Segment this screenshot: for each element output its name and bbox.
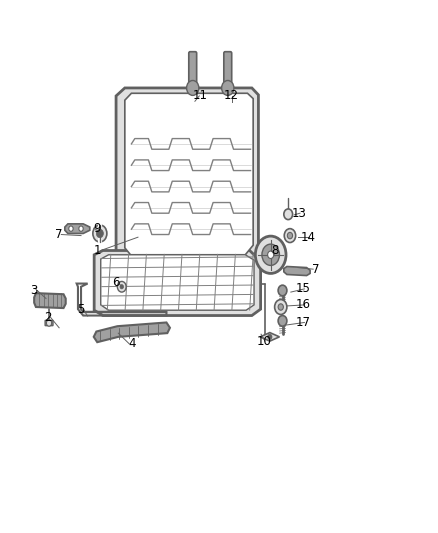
- Circle shape: [268, 334, 272, 340]
- Text: 8: 8: [271, 244, 278, 257]
- Text: 12: 12: [224, 90, 239, 102]
- Text: 11: 11: [193, 90, 208, 102]
- Circle shape: [278, 285, 287, 296]
- Circle shape: [262, 244, 279, 265]
- Circle shape: [255, 236, 286, 273]
- Text: 10: 10: [257, 335, 272, 348]
- Polygon shape: [65, 224, 90, 233]
- Circle shape: [96, 229, 103, 238]
- Text: 17: 17: [296, 316, 311, 329]
- Circle shape: [69, 226, 73, 231]
- Circle shape: [120, 285, 124, 289]
- Polygon shape: [125, 93, 253, 255]
- Text: 3: 3: [31, 284, 38, 297]
- Circle shape: [278, 304, 283, 310]
- Polygon shape: [116, 88, 258, 261]
- Text: 7: 7: [55, 228, 62, 241]
- Circle shape: [222, 80, 234, 95]
- Text: 9: 9: [93, 222, 101, 235]
- Circle shape: [278, 316, 287, 326]
- Text: 14: 14: [300, 231, 315, 244]
- Text: 7: 7: [312, 263, 320, 276]
- Text: 6: 6: [112, 276, 119, 289]
- Polygon shape: [101, 255, 254, 310]
- Text: 5: 5: [77, 303, 84, 316]
- Polygon shape: [260, 333, 279, 341]
- FancyBboxPatch shape: [45, 320, 53, 326]
- Circle shape: [275, 300, 287, 314]
- Circle shape: [46, 320, 52, 326]
- Polygon shape: [94, 251, 261, 316]
- FancyBboxPatch shape: [189, 52, 197, 90]
- Polygon shape: [94, 322, 170, 342]
- Text: 15: 15: [296, 282, 311, 295]
- Circle shape: [268, 251, 274, 259]
- Circle shape: [287, 232, 293, 239]
- Text: 1: 1: [94, 244, 102, 257]
- Circle shape: [284, 209, 293, 220]
- Circle shape: [284, 229, 296, 243]
- Polygon shape: [34, 293, 66, 308]
- Text: 2: 2: [44, 311, 51, 324]
- Circle shape: [117, 281, 126, 292]
- Polygon shape: [284, 266, 310, 276]
- Circle shape: [187, 80, 199, 95]
- Text: 13: 13: [292, 207, 307, 220]
- Circle shape: [93, 225, 107, 242]
- Circle shape: [79, 226, 83, 231]
- FancyBboxPatch shape: [224, 52, 232, 90]
- Text: 16: 16: [296, 298, 311, 311]
- Text: 4: 4: [128, 337, 136, 350]
